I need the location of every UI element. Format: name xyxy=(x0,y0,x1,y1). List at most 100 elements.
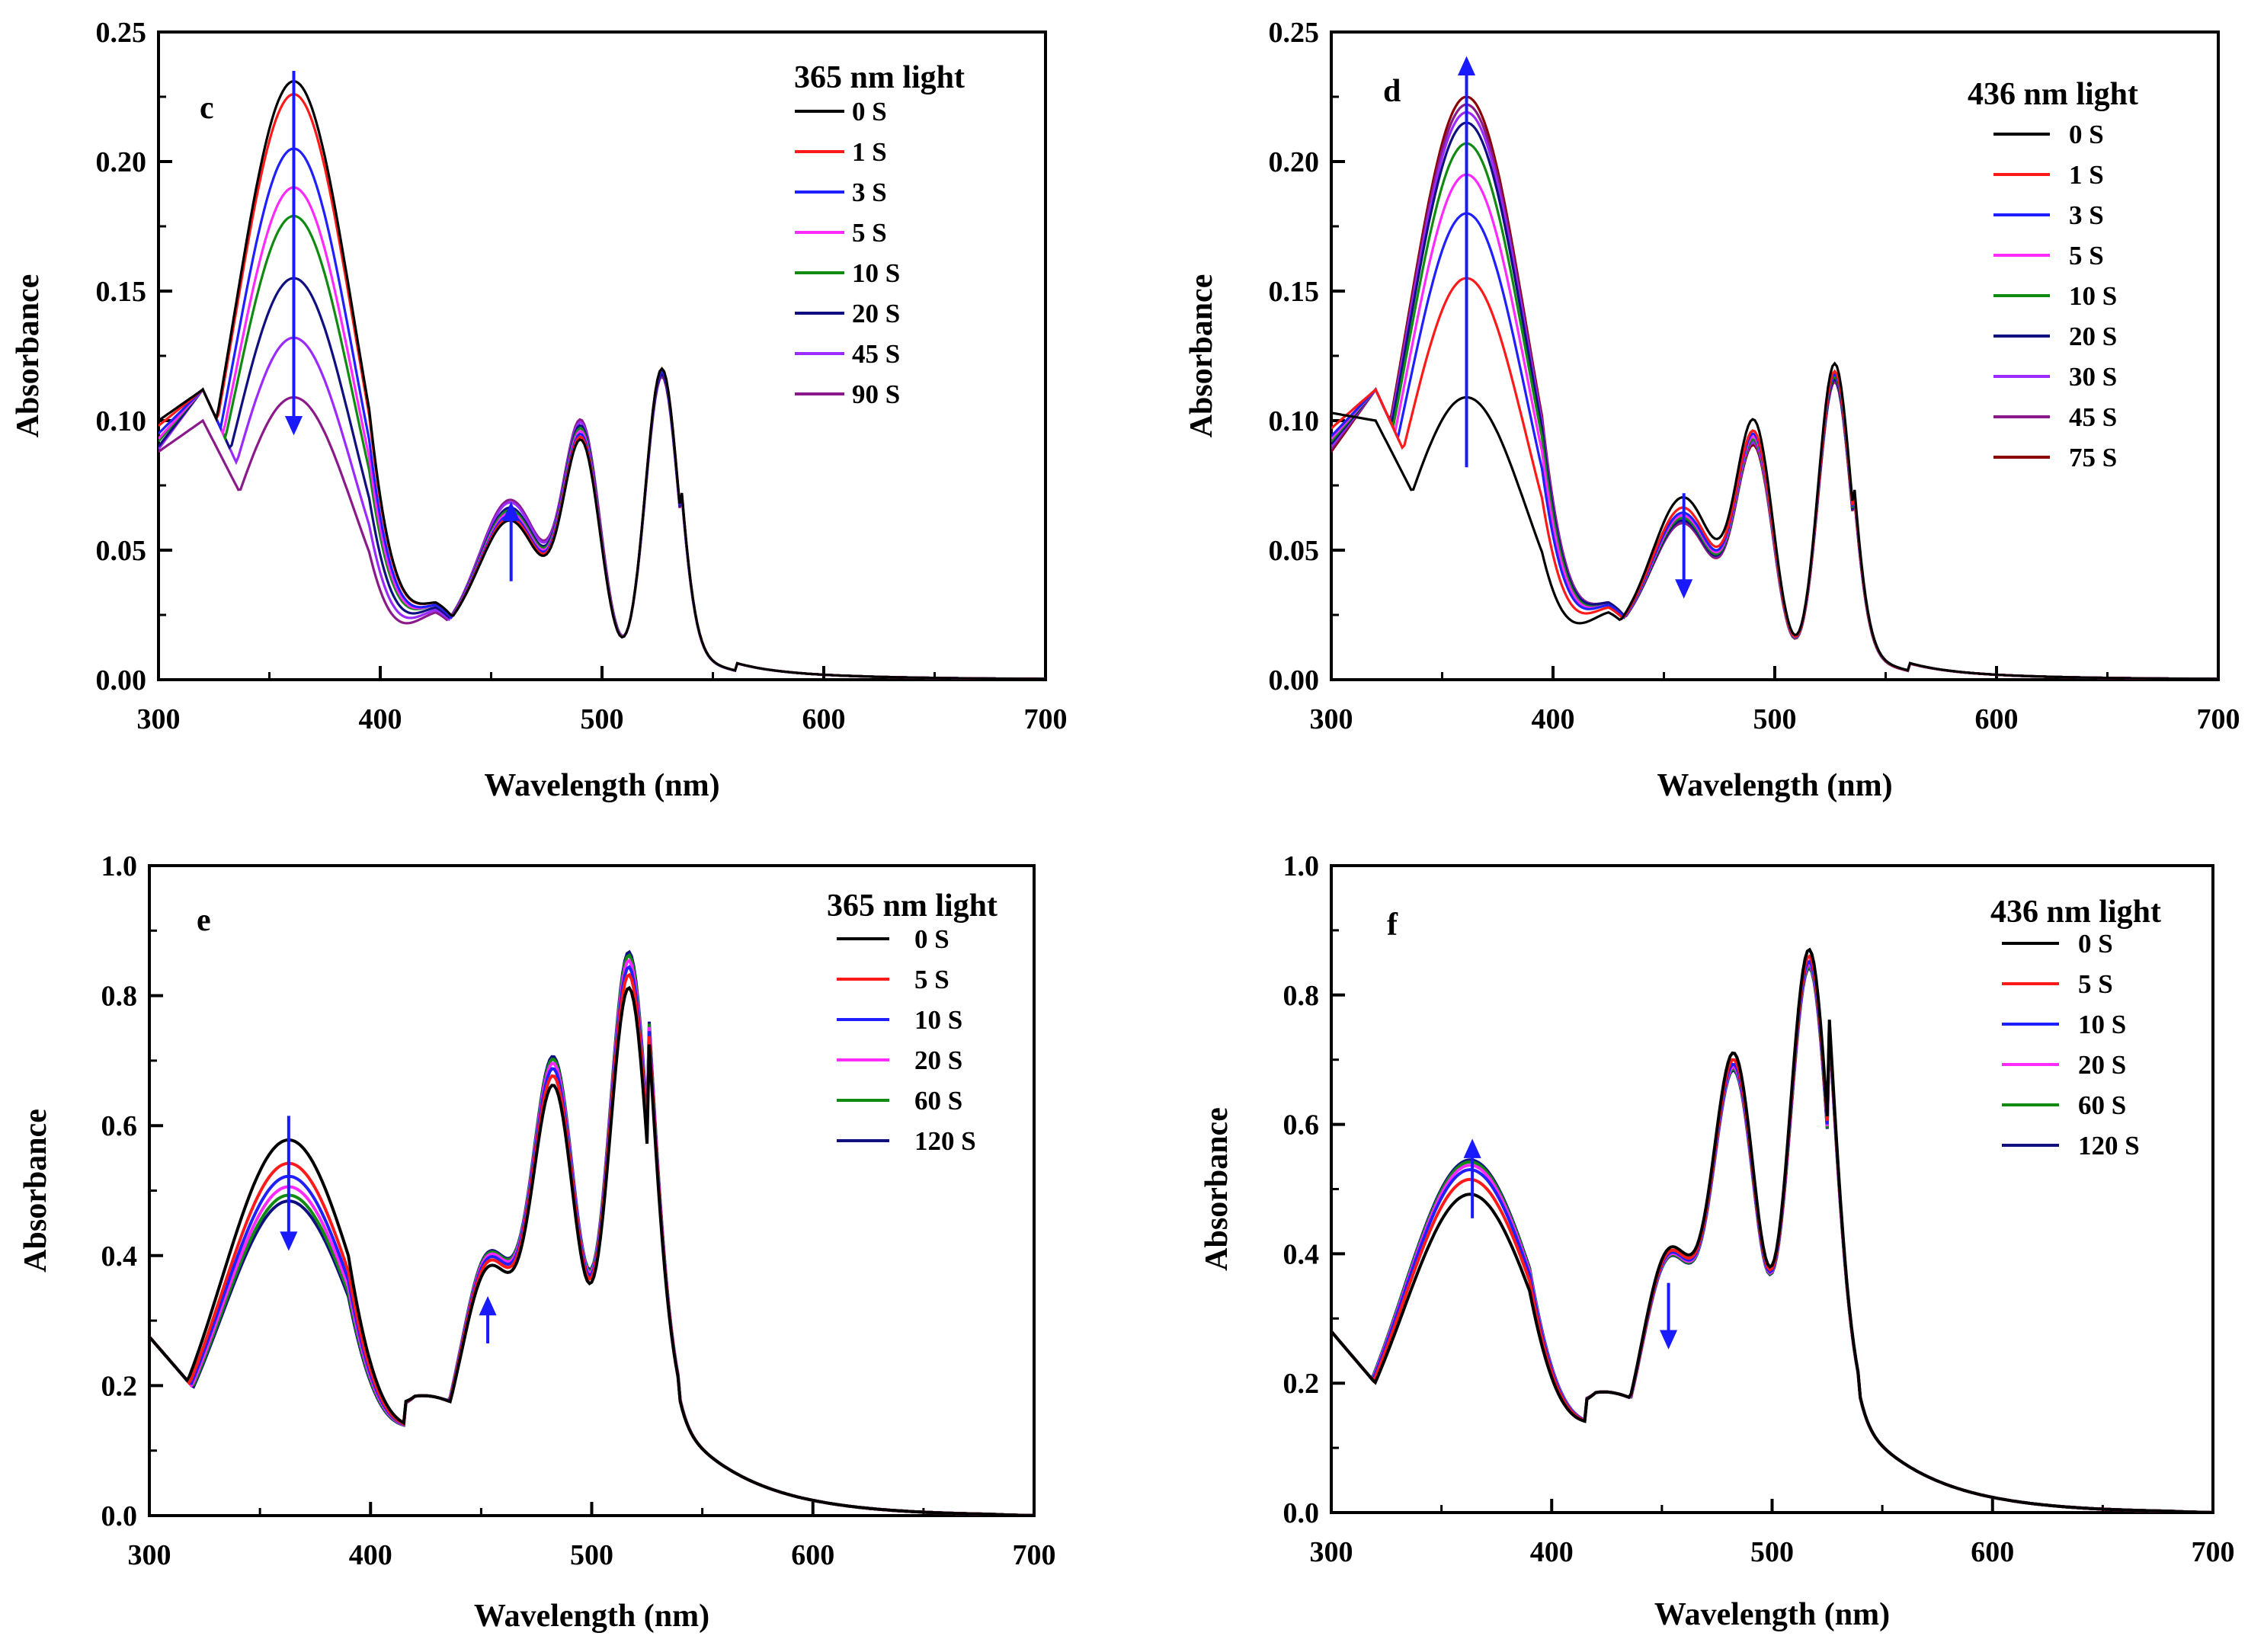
y-tick-label: 0.15 xyxy=(1269,276,1320,308)
panel-letter: d xyxy=(1383,74,1401,109)
legend-label: 1 S xyxy=(852,137,887,167)
y-tick-label: 0.4 xyxy=(1283,1238,1320,1270)
series-group xyxy=(149,949,1034,1516)
x-tick-label: 400 xyxy=(1532,703,1575,735)
series-line xyxy=(1331,964,2213,1513)
x-tick-label: 700 xyxy=(1013,1539,1056,1571)
series-line xyxy=(1331,947,2213,1513)
x-tick-label: 600 xyxy=(802,703,846,735)
legend-label: 3 S xyxy=(852,178,887,207)
y-tick-label: 0.00 xyxy=(1269,664,1320,696)
trend-arrow-head xyxy=(1457,56,1476,75)
y-tick-label: 0.0 xyxy=(1283,1497,1320,1529)
legend-label: 45 S xyxy=(852,339,900,369)
legend-title: 436 nm light xyxy=(1990,895,2161,930)
legend-label: 20 S xyxy=(2078,1050,2126,1080)
series-line xyxy=(159,336,1046,680)
x-tick-label: 600 xyxy=(1975,703,2019,735)
legend-label: 90 S xyxy=(852,379,900,409)
chart-panel-c: 300 400 500 600 700 0.00 0.05 0.10 0.15 0.20 0.25 W… xyxy=(11,17,1068,803)
legend-label: 30 S xyxy=(2069,362,2117,392)
legend-label: 20 S xyxy=(914,1045,962,1075)
x-tick-label: 500 xyxy=(1750,1536,1794,1568)
x-axis-label: Wavelength (nm) xyxy=(484,768,719,803)
series-line xyxy=(149,958,1034,1516)
trend-arrow-head xyxy=(1675,579,1693,599)
x-tick-label: 400 xyxy=(359,703,402,735)
x-tick-label: 700 xyxy=(2192,1536,2235,1568)
legend-label: 0 S xyxy=(914,924,949,954)
series-line xyxy=(159,214,1046,680)
x-tick-label: 300 xyxy=(137,703,181,735)
y-tick-label: 0.05 xyxy=(96,535,147,567)
legend-label: 10 S xyxy=(2069,281,2117,311)
series-line xyxy=(1331,361,2218,680)
x-tick-label: 500 xyxy=(570,1539,613,1571)
series-line xyxy=(159,147,1046,680)
legend-label: 0 S xyxy=(2078,929,2113,959)
series-group xyxy=(159,79,1046,680)
y-tick-label: 0.20 xyxy=(1269,146,1320,178)
chart-panel-d: 300 400 500 600 700 0.00 0.05 0.10 0.15 0.20 0.25 W… xyxy=(1184,17,2240,803)
x-tick-label: 600 xyxy=(1971,1536,2014,1568)
legend-label: 75 S xyxy=(2069,443,2117,472)
legend-label: 20 S xyxy=(852,299,900,328)
y-tick-label: 0.4 xyxy=(101,1241,138,1273)
series-group xyxy=(1331,947,2213,1513)
y-tick-label: 0.25 xyxy=(96,17,147,49)
y-tick-label: 0.2 xyxy=(1283,1368,1320,1400)
series-line xyxy=(1331,103,2218,680)
legend-label: 0 S xyxy=(2069,120,2104,149)
y-axis-label: Absorbance xyxy=(1184,274,1219,438)
legend-label: 20 S xyxy=(2069,322,2117,351)
legend-label: 45 S xyxy=(2069,402,2117,432)
y-tick-label: 0.10 xyxy=(96,405,147,437)
y-axis-label: Absorbance xyxy=(1199,1107,1234,1271)
series-line xyxy=(1331,959,2213,1513)
chart-panel-e: 300 400 500 600 700 0.0 0.2 0.4 0.6 0.8 1.0 Wavelen… xyxy=(18,850,1056,1634)
x-tick-label: 600 xyxy=(791,1539,834,1571)
legend-label: 60 S xyxy=(2078,1090,2126,1120)
series-line xyxy=(1331,110,2218,680)
legend-label: 5 S xyxy=(2078,969,2113,999)
panel-letter: f xyxy=(1387,908,1398,943)
y-tick-label: 1.0 xyxy=(101,850,138,882)
chart-panel-f: 300 400 500 600 700 0.0 0.2 0.4 0.6 0.8 1.0 Wavelen… xyxy=(1199,850,2235,1632)
x-tick-label: 300 xyxy=(128,1539,171,1571)
legend-label: 5 S xyxy=(914,965,949,994)
series-line xyxy=(159,92,1046,680)
x-axis-label: Wavelength (nm) xyxy=(474,1599,709,1634)
series-line xyxy=(159,79,1046,680)
x-tick-label: 300 xyxy=(1310,1536,1353,1568)
panel-letter: e xyxy=(197,903,211,938)
legend-label: 120 S xyxy=(2078,1131,2140,1161)
x-tick-label: 500 xyxy=(581,703,624,735)
y-tick-label: 0.10 xyxy=(1269,405,1320,437)
trend-arrow-head xyxy=(479,1295,497,1316)
series-line xyxy=(149,965,1034,1516)
y-tick-label: 0.15 xyxy=(96,276,147,308)
plot-frame xyxy=(148,864,1036,1517)
y-tick-label: 1.0 xyxy=(1283,850,1320,882)
legend-label: 1 S xyxy=(2069,160,2104,190)
trend-arrow-head xyxy=(284,416,303,436)
y-tick-label: 0.6 xyxy=(1283,1109,1320,1141)
legend-label: 120 S xyxy=(914,1126,976,1156)
legend-label: 60 S xyxy=(914,1086,962,1116)
y-tick-label: 0.2 xyxy=(101,1370,138,1402)
x-tick-label: 400 xyxy=(1530,1536,1574,1568)
y-tick-label: 0.20 xyxy=(96,146,147,178)
series-line xyxy=(159,186,1046,680)
x-tick-label: 500 xyxy=(1753,703,1797,735)
y-tick-label: 0.8 xyxy=(1283,980,1320,1012)
series-line xyxy=(1331,954,2213,1513)
legend-label: 0 S xyxy=(852,97,887,126)
y-tick-label: 0.0 xyxy=(101,1500,138,1532)
x-axis-label: Wavelength (nm) xyxy=(1654,1597,1890,1632)
x-axis-label: Wavelength (nm) xyxy=(1657,768,1892,803)
y-axis-label: Absorbance xyxy=(11,274,46,438)
y-tick-label: 0.8 xyxy=(101,981,138,1013)
legend-label: 10 S xyxy=(914,1005,962,1035)
x-tick-label: 700 xyxy=(1024,703,1068,735)
